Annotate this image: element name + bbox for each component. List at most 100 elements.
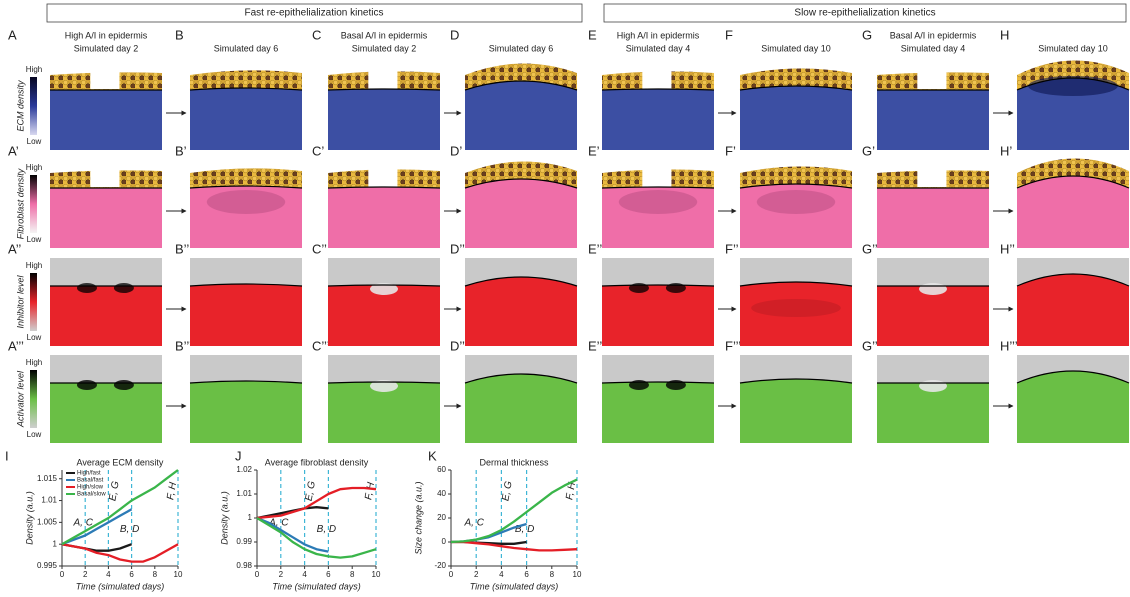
boundary xyxy=(189,185,303,189)
panel-letter: G’’ xyxy=(862,241,878,256)
boundary xyxy=(464,276,578,287)
simulation-panel xyxy=(601,258,715,346)
panel-subtitle: Simulated day 4 xyxy=(901,43,966,53)
colorbar xyxy=(30,370,37,428)
simulation-panel xyxy=(50,68,162,150)
panel-subtitle: Simulated day 2 xyxy=(352,43,417,53)
row-label: Activator level xyxy=(15,370,25,428)
simulation-panel xyxy=(49,258,162,346)
boundary xyxy=(189,283,303,287)
series-line xyxy=(451,540,578,552)
row-label: ECM density xyxy=(15,80,25,132)
boundary xyxy=(189,380,303,384)
x-tick-label: 10 xyxy=(372,570,381,579)
series-line xyxy=(61,508,133,546)
y-tick-label: 1.02 xyxy=(236,465,252,474)
dermis xyxy=(602,89,714,150)
colorbar-low: Low xyxy=(27,137,42,146)
marker-label: F, H xyxy=(363,481,377,501)
y-axis-label: Density (a.u.) xyxy=(24,491,34,545)
low-region xyxy=(919,380,947,392)
x-tick-label: 0 xyxy=(60,570,65,579)
dermis xyxy=(190,186,302,248)
peak xyxy=(113,380,134,390)
wound-gap xyxy=(368,166,398,187)
wound-gap xyxy=(368,68,398,89)
colorbar-low: Low xyxy=(27,333,42,342)
dermis xyxy=(190,284,302,346)
panel-letter: G xyxy=(862,27,872,42)
panel-letter: F’’ xyxy=(725,241,739,256)
legend-label: High/fast xyxy=(77,471,101,477)
dermis xyxy=(328,382,440,443)
panel-subtitle: Basal A/I in epidermis xyxy=(890,30,977,40)
y-tick-label: 20 xyxy=(437,513,446,522)
simulation-panel xyxy=(601,166,715,248)
panel-letter: D’ xyxy=(450,143,462,158)
boundary xyxy=(327,284,441,287)
simulation-panel xyxy=(50,355,162,443)
panel-letter: A’’ xyxy=(8,241,21,256)
marker-label: F, H xyxy=(165,481,179,501)
boundary xyxy=(739,85,853,91)
panel-letter: H’ xyxy=(1000,143,1012,158)
simulation-panel xyxy=(1016,258,1130,346)
legend-label: Basal/fast xyxy=(77,478,104,484)
x-tick-label: 0 xyxy=(255,570,260,579)
dermis xyxy=(877,90,989,150)
simulation-panel xyxy=(739,68,853,150)
panel-letter: A xyxy=(8,27,17,42)
panel-letter: C xyxy=(312,27,321,42)
simulation-panel xyxy=(50,166,162,248)
dermis xyxy=(190,381,302,443)
low-region xyxy=(751,299,841,317)
low-region xyxy=(919,283,947,295)
x-tick-label: 8 xyxy=(350,570,355,579)
simulation-panel xyxy=(464,63,578,150)
row-label: Fibroblast density xyxy=(15,168,25,239)
y-tick-label: 0.98 xyxy=(236,561,252,570)
boundary xyxy=(601,186,715,189)
boundary xyxy=(1016,370,1130,384)
x-tick-label: 2 xyxy=(474,570,479,579)
legend-label: Basal/slow xyxy=(77,492,106,498)
x-axis-label: Time (simulated days) xyxy=(76,581,164,591)
simulation-panel xyxy=(327,166,441,248)
wound-gap xyxy=(642,166,672,187)
epidermis xyxy=(1017,60,1129,90)
simulation-panel xyxy=(327,355,441,443)
simulation-panel xyxy=(327,258,441,346)
y-tick-label: 0 xyxy=(442,537,447,546)
series-line xyxy=(256,516,329,553)
boundary xyxy=(464,373,578,384)
dense-region xyxy=(618,190,698,214)
dermis xyxy=(1017,78,1129,150)
marker-label: A, C xyxy=(72,517,93,528)
panel-subtitle: Simulated day 2 xyxy=(74,43,139,53)
dense-region xyxy=(756,190,836,214)
dermis xyxy=(465,277,577,346)
panel-letter: C’’’ xyxy=(312,338,330,353)
panel-letter: B’’’ xyxy=(175,338,192,353)
boundary xyxy=(739,281,853,287)
x-axis-label: Time (simulated days) xyxy=(470,581,558,591)
marker-label: B, D xyxy=(317,524,336,535)
y-tick-label: 1 xyxy=(53,539,58,548)
x-tick-label: 2 xyxy=(279,570,284,579)
colorbar-low: Low xyxy=(27,430,42,439)
header: Slow re-epithelialization kinetics xyxy=(794,8,935,19)
panel-subtitle: Simulated day 10 xyxy=(1038,43,1108,53)
panel-letter: F’’’ xyxy=(725,338,741,353)
y-tick-label: 1.01 xyxy=(236,489,252,498)
panel-letter: H xyxy=(1000,27,1009,42)
x-tick-label: 2 xyxy=(83,570,88,579)
series-line xyxy=(256,517,377,559)
x-tick-label: 8 xyxy=(550,570,555,579)
y-axis-label: Density (a.u.) xyxy=(219,491,229,545)
colorbar-high: High xyxy=(26,65,42,74)
colorbar xyxy=(30,175,37,233)
simulation-panel xyxy=(1016,60,1130,150)
simulation-panel xyxy=(1016,355,1130,443)
epidermis xyxy=(465,161,577,188)
